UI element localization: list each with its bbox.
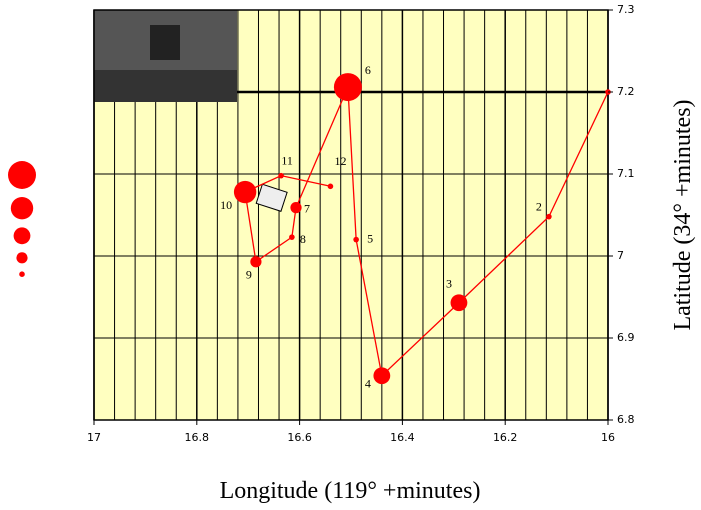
x-tick-label: 16.2	[493, 431, 518, 444]
legend-size-circle	[16, 252, 28, 264]
size-legend	[8, 161, 36, 278]
point-label: 5	[367, 231, 373, 245]
point-label: 10	[220, 198, 232, 212]
legend-size-circle	[10, 197, 34, 220]
photo-sea	[94, 70, 237, 102]
point-label: 12	[334, 154, 346, 168]
plot-frame	[93, 9, 609, 421]
point-label: 4	[365, 376, 371, 390]
instrument-box	[255, 183, 288, 212]
point-label: 11	[281, 153, 293, 167]
point	[250, 256, 262, 268]
x-tick-label: 16.4	[390, 431, 415, 444]
point	[290, 202, 302, 214]
point	[327, 183, 334, 190]
point-label: 2	[536, 199, 542, 213]
point-label: 9	[246, 267, 252, 281]
photo-platform	[150, 25, 180, 60]
x-axis-title: Longitude (119° +minutes)	[220, 478, 481, 504]
instrument-icon	[255, 183, 288, 212]
legend-size-circle	[13, 227, 31, 245]
y-tick-label: 7.1	[617, 167, 635, 180]
point	[373, 367, 391, 385]
point-label: 3	[446, 276, 452, 290]
legend-size-circle	[8, 161, 36, 189]
point	[546, 213, 552, 220]
point	[333, 73, 362, 102]
x-tick-label: 16.8	[185, 431, 210, 444]
y-tick-label: 6.8	[617, 413, 635, 426]
point	[278, 172, 284, 179]
point	[450, 294, 468, 312]
y-tick-label: 7	[617, 249, 624, 262]
point-label: 8	[300, 232, 306, 246]
point	[353, 236, 359, 243]
y-tick-label: 7.2	[617, 85, 635, 98]
legend-size-circle	[19, 271, 25, 278]
y-axis-title: Latitude (34° +minutes)	[670, 99, 696, 330]
point-label: 7	[304, 201, 310, 215]
point	[233, 180, 257, 204]
x-tick-label: 17	[87, 431, 101, 444]
x-tick-label: 16.6	[287, 431, 312, 444]
y-tick-label: 7.3	[617, 3, 635, 16]
y-tick-label: 6.9	[617, 331, 635, 344]
x-tick-label: 16	[601, 431, 615, 444]
point-label: 6	[365, 63, 371, 77]
point	[289, 234, 295, 240]
marks: 2 3 4 5 6 7 8 9 10 11 12	[220, 63, 611, 390]
